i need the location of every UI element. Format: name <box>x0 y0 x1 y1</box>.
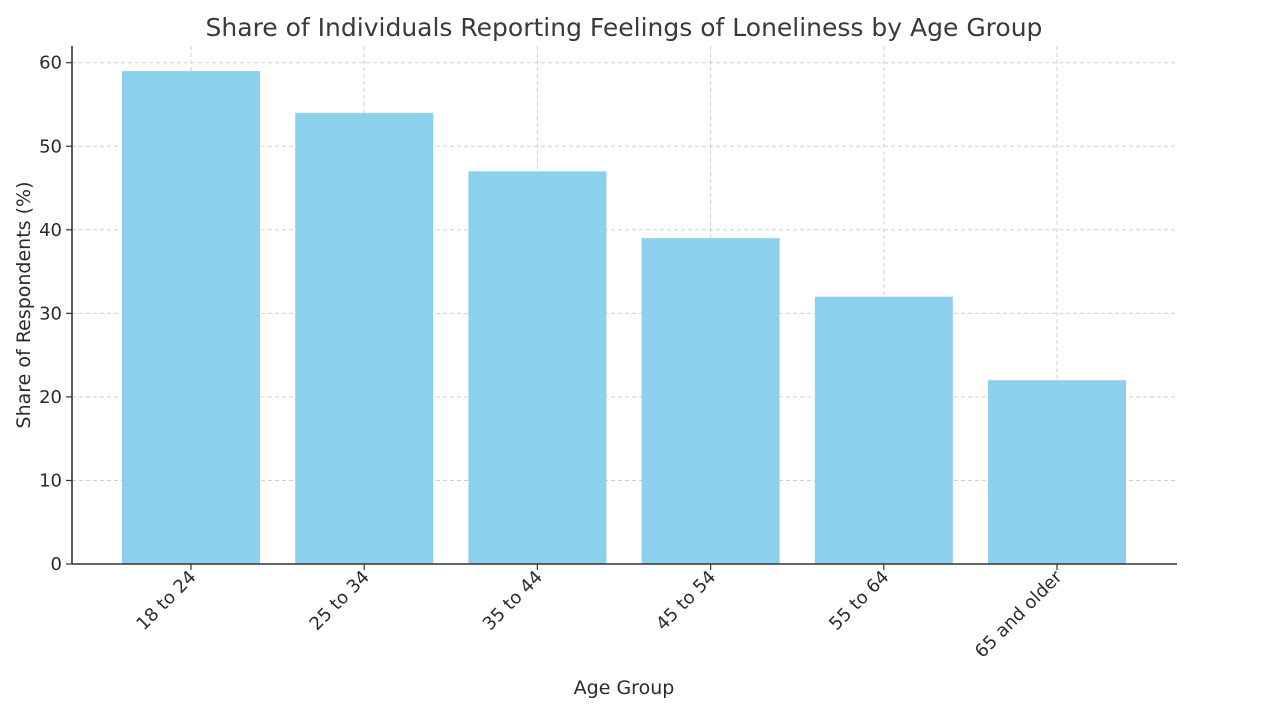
bar <box>295 112 434 564</box>
y-tick-label: 0 <box>51 554 62 575</box>
x-axis-label: Age Group <box>574 677 675 699</box>
bar <box>988 380 1126 564</box>
y-tick-label: 30 <box>39 303 62 324</box>
bar <box>814 296 953 564</box>
y-tick-label: 10 <box>39 470 62 491</box>
chart-title: Share of Individuals Reporting Feelings … <box>206 13 1043 42</box>
y-tick-label: 40 <box>39 220 62 241</box>
bar <box>641 238 780 564</box>
bar <box>468 171 607 565</box>
y-tick-label: 50 <box>39 136 62 157</box>
y-tick-label: 20 <box>39 387 62 408</box>
y-axis-label: Share of Respondents (%) <box>13 182 35 429</box>
axes-layer <box>71 46 1177 565</box>
y-tick-label: 60 <box>39 53 62 74</box>
bar <box>122 71 260 564</box>
bars-layer <box>122 71 1126 565</box>
